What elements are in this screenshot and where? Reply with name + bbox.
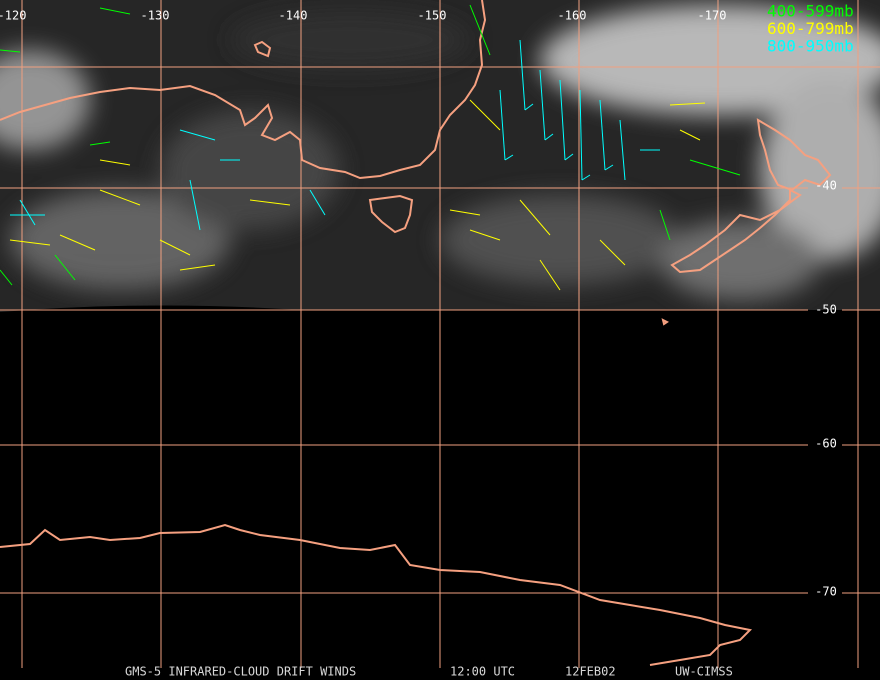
footer-source: UW-CIMSS: [675, 665, 733, 679]
legend-entry: 400-599mb: [767, 2, 854, 21]
wind-barbs-low: [10, 39, 660, 231]
longitude-label: -150: [418, 9, 447, 23]
wind-barbs-high: [0, 4, 741, 286]
legend-entry: 600-799mb: [767, 19, 854, 38]
latitude-label: -40: [815, 179, 837, 193]
latitude-label: -50: [815, 303, 837, 317]
latitude-label: -60: [815, 437, 837, 451]
labels: -120 -130 -140 -150 -160 -170 -40 -50 -6…: [0, 9, 837, 679]
footer-date: 12FEB02: [565, 665, 616, 679]
longitude-label: -160: [558, 9, 587, 23]
latitude-label: -70: [815, 585, 837, 599]
longitude-label: -140: [279, 9, 308, 23]
longitude-label: -120: [0, 9, 26, 23]
footer-product: GMS-5 INFRARED-CLOUD DRIFT WINDS: [125, 665, 356, 679]
longitude-label: -130: [141, 9, 170, 23]
footer-time: 12:00 UTC: [450, 665, 515, 679]
wind-barbs-mid: [9, 99, 706, 291]
legend-entry: 800-950mb: [767, 37, 854, 56]
longitude-label: -170: [698, 9, 727, 23]
coastlines: [0, 0, 832, 666]
